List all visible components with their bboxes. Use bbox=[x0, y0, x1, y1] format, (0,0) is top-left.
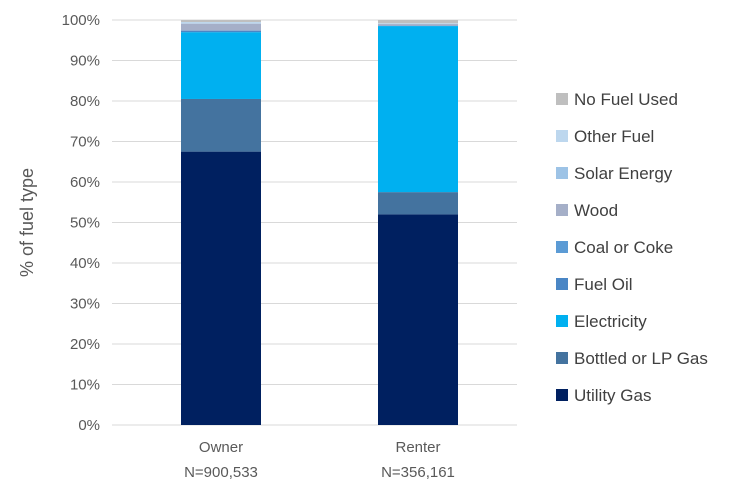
y-tick-label: 100% bbox=[62, 12, 100, 29]
legend-label: Wood bbox=[574, 201, 618, 220]
legend-label: No Fuel Used bbox=[574, 90, 678, 109]
bar-segment bbox=[378, 23, 458, 25]
legend-swatch bbox=[556, 241, 568, 253]
y-axis-ticks: 0% 10% 20% 30% 40% 50% 60% 70% 80% 90% 100% bbox=[62, 12, 100, 434]
legend-label: Coal or Coke bbox=[574, 238, 673, 257]
legend-label: Other Fuel bbox=[574, 127, 654, 146]
x-category-sublabel: N=900,533 bbox=[184, 464, 258, 481]
legend-swatch bbox=[556, 93, 568, 105]
legend-swatch bbox=[556, 204, 568, 216]
bar-segment bbox=[378, 214, 458, 425]
bars bbox=[181, 20, 458, 425]
legend-label: Solar Energy bbox=[574, 164, 673, 183]
legend-label: Utility Gas bbox=[574, 386, 651, 405]
bar-segment bbox=[181, 22, 261, 24]
y-tick-label: 70% bbox=[70, 134, 100, 151]
legend-swatch bbox=[556, 130, 568, 142]
legend-label: Fuel Oil bbox=[574, 275, 633, 294]
bar-segment bbox=[181, 98, 261, 152]
y-tick-label: 90% bbox=[70, 53, 100, 70]
bar-segment bbox=[378, 20, 458, 24]
legend-label: Electricity bbox=[574, 312, 647, 331]
bar-segment bbox=[181, 30, 261, 33]
y-tick-label: 50% bbox=[70, 215, 100, 232]
legend-swatch bbox=[556, 278, 568, 290]
y-tick-label: 0% bbox=[78, 417, 100, 434]
y-tick-label: 10% bbox=[70, 377, 100, 394]
y-tick-label: 80% bbox=[70, 93, 100, 110]
bar-segment bbox=[181, 151, 261, 425]
y-tick-label: 60% bbox=[70, 174, 100, 191]
bar-segment bbox=[378, 192, 458, 215]
legend-swatch bbox=[556, 315, 568, 327]
bar-segment bbox=[181, 32, 261, 99]
y-tick-label: 40% bbox=[70, 255, 100, 272]
legend-swatch bbox=[556, 352, 568, 364]
bar-segment bbox=[378, 24, 458, 26]
bar-segment bbox=[378, 26, 458, 193]
legend: No Fuel Used Other Fuel Solar Energy Wood Co… bbox=[556, 90, 708, 405]
bar-segment bbox=[181, 23, 261, 31]
x-category-label: Renter bbox=[395, 439, 440, 456]
bar-segment bbox=[181, 20, 261, 23]
x-axis-labels: Owner N=900,533 Renter N=356,161 bbox=[184, 439, 455, 481]
legend-swatch bbox=[556, 167, 568, 179]
y-tick-label: 30% bbox=[70, 296, 100, 313]
y-axis-title: % of fuel type bbox=[17, 168, 37, 277]
y-tick-label: 20% bbox=[70, 336, 100, 353]
x-category-label: Owner bbox=[199, 439, 243, 456]
legend-swatch bbox=[556, 389, 568, 401]
x-category-sublabel: N=356,161 bbox=[381, 464, 455, 481]
legend-label: Bottled or LP Gas bbox=[574, 349, 708, 368]
